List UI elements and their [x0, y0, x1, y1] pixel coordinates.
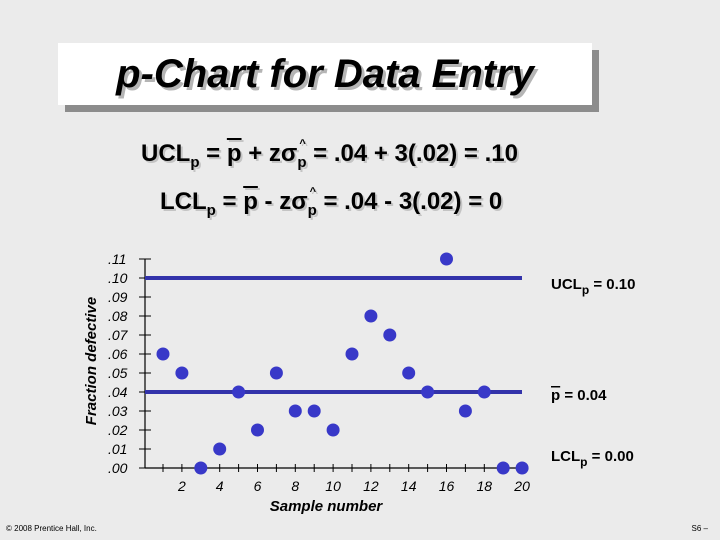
data-point	[175, 366, 189, 380]
data-point	[496, 461, 510, 475]
y-axis-title: Fraction defective	[83, 297, 100, 425]
hat-icon: ^	[299, 138, 306, 150]
lcl-eq-pbar: p	[243, 188, 258, 215]
data-point	[477, 385, 491, 399]
ucl-eq-zsigma: zσ	[268, 140, 298, 167]
hat-icon: ^	[309, 186, 317, 198]
data-point	[194, 461, 208, 475]
slide-title: p-Chart for Data Entry	[116, 51, 534, 96]
control-lines-layer	[145, 276, 522, 394]
x-tick-label: 8	[291, 478, 299, 494]
y-tick-label: .04	[108, 384, 128, 400]
data-point	[232, 385, 246, 399]
y-tick-label: .01	[108, 441, 127, 457]
center-label: p = 0.04	[551, 387, 607, 404]
y-tick-label: .11	[108, 251, 126, 267]
ucl-eq-lhs: UCL	[141, 140, 191, 167]
y-tick-label: .02	[108, 422, 128, 438]
title-box: p-Chart for Data Entry	[58, 43, 592, 105]
data-point	[156, 347, 170, 361]
ucl-eq-pbar: p	[226, 140, 242, 167]
x-tick-label: 6	[254, 478, 262, 494]
data-point	[251, 423, 264, 437]
y-tick-label: .08	[108, 308, 128, 324]
y-tick-label: .09	[108, 289, 128, 305]
y-tick-label: .10	[108, 270, 128, 286]
y-tick-label: .00	[108, 460, 128, 476]
x-tick-label: 16	[439, 478, 455, 494]
x-tick-label: 14	[401, 478, 417, 494]
lcl-eq-zsigma: zσ	[279, 188, 308, 215]
data-point	[345, 347, 359, 361]
data-point	[288, 404, 302, 418]
data-point	[307, 404, 321, 418]
ucl-eq-sigma-sub: p	[297, 153, 307, 171]
data-point	[269, 366, 283, 380]
y-tick-label: .06	[108, 346, 128, 362]
data-point	[213, 442, 227, 456]
x-tick-label: 4	[216, 478, 224, 494]
points-layer	[156, 252, 529, 475]
ucl-label: UCLp = 0.10	[551, 276, 635, 297]
lcl-equation: LCLp = p - zσ ^ p = .04 - 3(.02) = 0	[160, 186, 503, 219]
x-tick-label: 18	[477, 478, 493, 494]
labels-layer: .11 .10 .09 .08 .07 .06 .05 .04 .03 .02 .01 .00 2 4 6 8…	[83, 251, 635, 515]
data-point	[440, 252, 453, 266]
x-tick-label: 2	[177, 478, 186, 494]
data-point	[458, 404, 472, 418]
lcl-eq-lhs: LCL	[160, 188, 207, 215]
data-point	[383, 328, 397, 342]
data-point	[421, 385, 435, 399]
x-tick-label: 12	[363, 478, 379, 494]
ucl-equation: UCLp = p + zσ ^ p = .04 + 3(.02) = .10	[141, 138, 518, 171]
ucl-eq-rhs: = .04 + 3(.02) = .10	[313, 140, 518, 167]
lcl-label: LCLp = 0.00	[551, 448, 634, 469]
data-point	[402, 366, 416, 380]
lcl-eq-sigma-sub: p	[307, 201, 317, 219]
page-number: S6 –	[691, 524, 708, 533]
axes-layer	[139, 258, 523, 472]
y-tick-label: .03	[108, 403, 128, 419]
ucl-eq-sub: p	[190, 153, 200, 171]
data-point	[326, 423, 340, 437]
x-tick-label: 10	[325, 478, 341, 494]
data-point	[364, 309, 378, 323]
data-point	[515, 461, 529, 475]
x-tick-label: 20	[513, 478, 530, 494]
lcl-eq-sub: p	[206, 201, 216, 219]
copyright: © 2008 Prentice Hall, Inc.	[6, 524, 97, 533]
y-tick-label: .05	[108, 365, 128, 381]
lcl-eq-rhs: = .04 - 3(.02) = 0	[323, 188, 503, 215]
x-axis-title: Sample number	[270, 498, 384, 515]
y-tick-label: .07	[108, 327, 129, 343]
